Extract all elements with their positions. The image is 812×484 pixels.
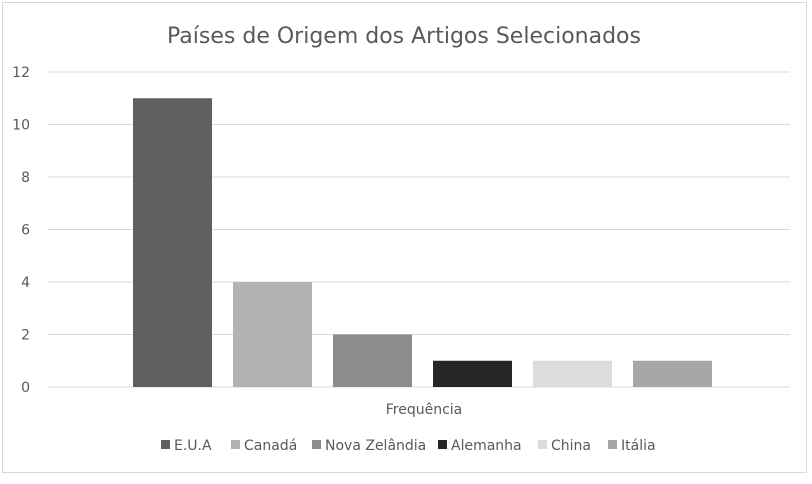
y-tick-label: 12 (12, 65, 30, 81)
y-tick-label: 4 (21, 275, 30, 291)
x-category-label: Frequência (386, 402, 463, 418)
bar-alemanha (433, 360, 512, 387)
y-tick-label: 8 (21, 170, 30, 186)
legend-swatch (538, 440, 547, 449)
legend-label: Canadá (244, 438, 297, 454)
bars (133, 98, 712, 387)
y-axis-ticks: 0 2 4 6 8 10 12 (12, 65, 30, 396)
bar-china (533, 360, 612, 387)
legend-item: Alemanha (438, 438, 522, 454)
legend-swatch (161, 440, 170, 449)
legend-swatch (312, 440, 321, 449)
legend-label: Nova Zelândia (325, 438, 426, 454)
y-tick-label: 2 (21, 328, 30, 344)
legend-label: China (551, 438, 591, 454)
legend-item: Nova Zelândia (312, 438, 426, 454)
bar-nova-zelândia (333, 334, 412, 387)
legend-swatch (608, 440, 617, 449)
legend-swatch (231, 440, 240, 449)
bar-e-u-a (133, 98, 212, 387)
y-tick-label: 10 (12, 118, 30, 134)
legend: E.U.A Canadá Nova Zelândia Alemanha China Itá… (161, 438, 656, 454)
legend-swatch (438, 440, 447, 449)
legend-item: Itália (608, 438, 656, 454)
legend-label: E.U.A (174, 438, 212, 454)
bar-canadá (233, 282, 312, 387)
legend-item: China (538, 438, 591, 454)
bar-itália (633, 360, 712, 387)
legend-label: Alemanha (451, 438, 522, 454)
legend-item: Canadá (231, 438, 297, 454)
y-tick-label: 6 (21, 223, 30, 239)
chart-title: Países de Origem dos Artigos Selecionado… (167, 24, 641, 49)
y-tick-label: 0 (21, 380, 30, 396)
legend-item: E.U.A (161, 438, 212, 454)
legend-label: Itália (621, 438, 656, 454)
